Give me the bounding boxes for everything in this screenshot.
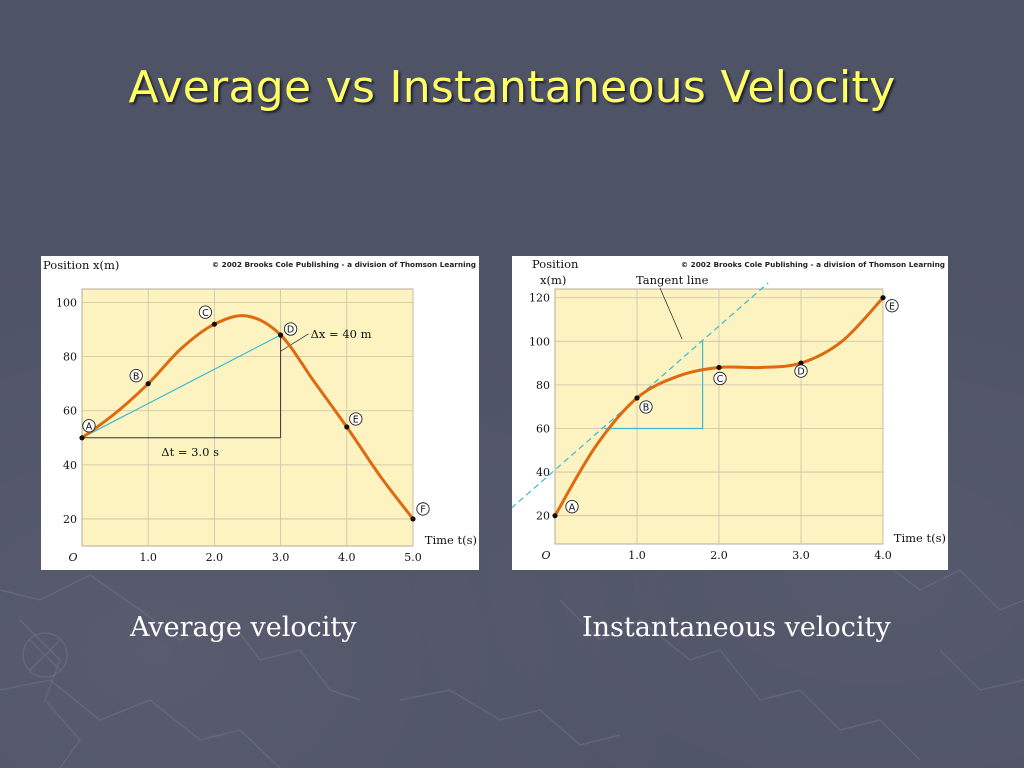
- point-label-circle-d: [283, 322, 298, 336]
- point-label-b: B: [133, 371, 140, 382]
- y-tick-label: 60: [536, 422, 550, 435]
- data-point-e: [880, 295, 886, 301]
- point-label-e: E: [353, 415, 359, 426]
- y-tick-label: 20: [536, 510, 550, 523]
- copyright-text: © 2002 Brooks Cole Publishing - a divisi…: [681, 260, 945, 269]
- data-point-c: [211, 321, 217, 327]
- origin-label: O: [68, 551, 77, 564]
- y-tick-label: 100: [56, 297, 77, 310]
- y-tick-label: 40: [63, 459, 77, 472]
- y-axis-label: Position: [532, 257, 579, 271]
- point-label-circle-c: [198, 305, 213, 319]
- tangent-leader: [659, 287, 683, 340]
- y-tick-label: 20: [63, 513, 77, 526]
- x-tick-label: 1.0: [628, 549, 646, 562]
- delta-x-leader: [280, 333, 309, 352]
- point-label-circle-b: [639, 400, 653, 414]
- caption-average-velocity: Average velocity: [130, 612, 357, 643]
- data-point-f: [410, 516, 416, 522]
- y-tick-label: 40: [536, 466, 550, 479]
- data-point-a: [79, 435, 85, 441]
- point-label-circle-f: [416, 502, 430, 516]
- point-label-circle-c: [713, 371, 727, 386]
- data-point-d: [798, 360, 804, 366]
- point-label-a: A: [569, 502, 576, 513]
- x-tick-label: 1.0: [139, 551, 157, 564]
- position-curve: [80, 314, 415, 521]
- slide-title: Average vs Instantaneous Velocity: [128, 62, 896, 113]
- point-label-c: C: [202, 308, 209, 319]
- copyright-text: © 2002 Brooks Cole Publishing - a divisi…: [212, 260, 476, 269]
- y-tick-label: 120: [529, 292, 550, 305]
- origin-label: O: [541, 549, 550, 562]
- y-axis-label: Position x(m): [43, 258, 119, 272]
- data-point-c: [716, 364, 722, 371]
- point-label-d: D: [287, 325, 294, 336]
- point-label-circle-a: [82, 419, 96, 433]
- tangent-label: Tangent line: [636, 273, 709, 287]
- y-tick-label: 100: [529, 335, 550, 348]
- x-tick-label: 2.0: [710, 549, 728, 562]
- x-axis-label: Time t(s): [894, 531, 946, 545]
- point-label-circle-b: [129, 369, 143, 383]
- x-tick-label: 4.0: [874, 549, 892, 562]
- point-label-c: C: [717, 374, 724, 385]
- secant-line: [81, 334, 281, 439]
- point-label-circle-d: [794, 364, 808, 378]
- point-label-a: A: [86, 421, 93, 432]
- delta-t-label: Δt = 3.0 s: [161, 445, 219, 459]
- instantaneous-velocity-chart-svg: © 2002 Brooks Cole Publishing - a divisi…: [512, 257, 946, 562]
- y-tick-label: 80: [536, 379, 550, 392]
- average-velocity-chart: © 2002 Brooks Cole Publishing - a divisi…: [41, 256, 479, 570]
- x-axis-label: Time t(s): [425, 533, 477, 547]
- x-tick-label: 2.0: [206, 551, 224, 564]
- x-tick-label: 3.0: [792, 549, 810, 562]
- point-label-e: E: [889, 301, 895, 312]
- delta-x-label: Δx = 40 m: [311, 327, 372, 341]
- x-tick-label: 3.0: [272, 551, 290, 564]
- point-label-circle-a: [565, 500, 579, 514]
- data-point-a: [552, 513, 558, 519]
- y-tick-label: 80: [63, 351, 77, 364]
- data-point-d: [278, 332, 284, 338]
- average-velocity-chart-svg: © 2002 Brooks Cole Publishing - a divisi…: [43, 258, 477, 564]
- data-point-b: [634, 395, 640, 401]
- instantaneous-velocity-chart: © 2002 Brooks Cole Publishing - a divisi…: [512, 256, 948, 570]
- y-tick-label: 60: [63, 405, 77, 418]
- x-tick-label: 4.0: [338, 551, 356, 564]
- x-tick-label: 5.0: [404, 551, 422, 564]
- data-point-b: [145, 381, 151, 387]
- y-axis-label-unit: x(m): [540, 273, 566, 287]
- point-label-circle-e: [885, 299, 899, 313]
- data-point-e: [344, 424, 350, 430]
- point-label-circle-e: [349, 412, 363, 426]
- point-label-b: B: [643, 403, 650, 414]
- caption-instantaneous-velocity: Instantaneous velocity: [582, 612, 891, 643]
- point-label-f: F: [420, 505, 425, 516]
- point-label-d: D: [797, 367, 804, 378]
